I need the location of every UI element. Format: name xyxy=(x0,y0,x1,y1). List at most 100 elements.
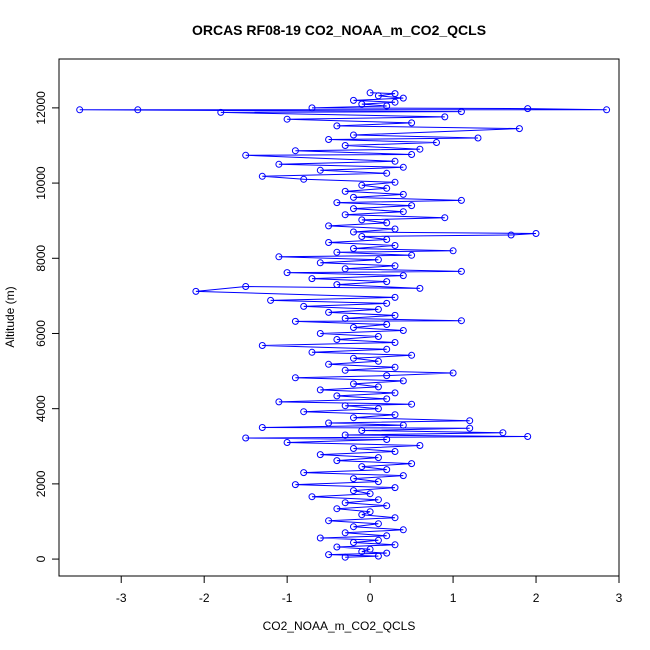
data-point xyxy=(341,265,349,273)
data-point xyxy=(374,357,382,365)
data-point xyxy=(333,281,341,289)
data-point xyxy=(507,231,515,239)
x-tick-label: 0 xyxy=(367,591,374,605)
data-point xyxy=(350,354,357,362)
data-point xyxy=(391,484,399,492)
data-point xyxy=(366,490,374,498)
data-point xyxy=(399,472,407,480)
data-point xyxy=(283,269,291,277)
data-point xyxy=(325,136,333,143)
data-point xyxy=(366,545,374,553)
data-point xyxy=(366,89,374,97)
data-point xyxy=(333,122,341,130)
series-line xyxy=(79,92,607,558)
data-point xyxy=(433,139,440,146)
plot-frame xyxy=(58,58,620,577)
data-point xyxy=(374,305,382,313)
data-point xyxy=(399,377,407,385)
data-point xyxy=(134,106,142,114)
series-path xyxy=(79,92,607,558)
data-point xyxy=(383,169,391,177)
x-tick-label: -2 xyxy=(199,591,210,605)
data-point xyxy=(341,314,349,322)
data-point xyxy=(308,104,316,112)
data-point xyxy=(408,151,416,158)
data-point xyxy=(391,448,399,455)
data-point xyxy=(524,105,532,113)
data-point xyxy=(358,427,366,434)
data-point xyxy=(449,369,457,377)
data-point xyxy=(391,514,399,522)
data-point xyxy=(350,193,357,201)
data-point xyxy=(291,374,299,382)
data-point xyxy=(383,502,391,510)
data-point xyxy=(358,233,366,240)
data-point xyxy=(383,345,391,353)
data-point xyxy=(325,360,333,368)
data-point xyxy=(358,548,366,556)
y-tick-label: 2000 xyxy=(34,470,48,497)
data-point xyxy=(532,230,540,237)
data-point xyxy=(350,245,357,252)
y-tick-label: 6000 xyxy=(34,320,48,347)
data-point xyxy=(383,236,391,243)
y-tick-label: 0 xyxy=(34,555,48,562)
data-point xyxy=(399,421,407,429)
data-point xyxy=(350,96,357,104)
x-tick-label: 1 xyxy=(450,591,457,605)
data-point xyxy=(350,487,357,495)
data-point xyxy=(374,405,382,413)
data-point xyxy=(408,202,416,210)
data-point xyxy=(341,142,349,149)
data-point xyxy=(300,469,308,477)
data-point xyxy=(383,102,391,110)
y-tick-label: 4000 xyxy=(34,395,48,422)
data-point xyxy=(325,308,333,316)
data-point xyxy=(391,262,399,270)
x-axis: -3 -2 -1 0 1 2 3 xyxy=(116,575,623,605)
data-point xyxy=(333,543,341,551)
data-point xyxy=(350,475,357,483)
data-point xyxy=(466,424,474,432)
data-point xyxy=(316,166,324,174)
data-point xyxy=(457,317,465,325)
data-point xyxy=(325,419,333,427)
data-point xyxy=(499,429,507,437)
data-point xyxy=(192,287,200,295)
data-point xyxy=(316,386,324,394)
data-point xyxy=(350,324,357,331)
data-point xyxy=(350,380,357,388)
data-point xyxy=(258,342,266,349)
data-point xyxy=(466,417,474,425)
data-point xyxy=(275,398,283,406)
plot-area xyxy=(76,89,611,561)
data-point xyxy=(217,108,225,116)
x-tick-label: 3 xyxy=(616,591,623,605)
data-point xyxy=(358,216,366,224)
data-point xyxy=(300,302,308,310)
data-point xyxy=(374,383,382,391)
data-point xyxy=(399,526,407,534)
data-point xyxy=(441,214,449,222)
data-point xyxy=(341,366,349,374)
data-point xyxy=(399,327,407,334)
x-tick-label: -3 xyxy=(116,591,127,605)
data-point xyxy=(416,442,424,449)
data-point xyxy=(374,478,382,486)
data-point xyxy=(316,451,324,459)
data-point xyxy=(457,196,465,204)
data-point xyxy=(358,100,366,108)
data-point xyxy=(242,283,250,290)
data-point xyxy=(383,466,391,474)
data-point xyxy=(408,251,416,259)
data-point xyxy=(275,253,283,261)
data-point xyxy=(242,151,250,159)
data-point xyxy=(374,92,382,100)
data-point xyxy=(333,505,341,513)
data-point xyxy=(283,439,291,446)
data-point xyxy=(300,175,308,183)
data-point xyxy=(308,493,316,501)
y-axis-label: Altitude (m) xyxy=(3,286,17,347)
y-tick-label: 10000 xyxy=(34,166,48,200)
series-points xyxy=(76,89,611,561)
